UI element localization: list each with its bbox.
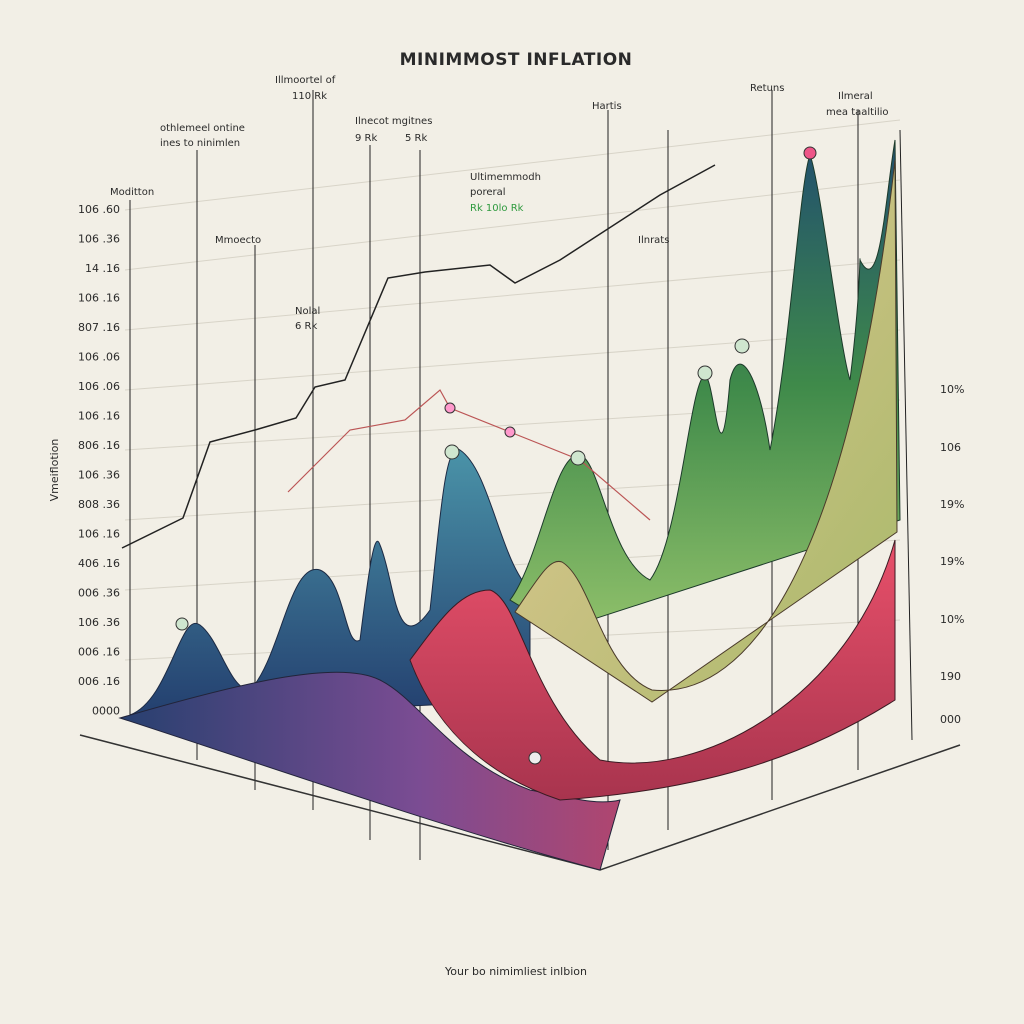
left-axis: 106 .60 106 .36 14 .16 106 .16 807 .16 106 .0… (78, 203, 120, 718)
left-axis-label: 806 .16 (78, 439, 120, 452)
ridge-tan (514, 159, 898, 703)
right-axis-label: 10% (940, 613, 964, 626)
annotation: ines to ninimlen (160, 138, 240, 149)
annotation: 6 Rk (295, 321, 317, 332)
annotation: Moditton (110, 187, 154, 198)
left-axis-label: 006 .16 (78, 675, 120, 688)
annotation: Rk 10lo Rk (470, 203, 524, 214)
ridge-purple (118, 671, 621, 871)
annotation: Ilnrats (638, 235, 669, 246)
markers (175, 146, 817, 765)
left-axis-label: 106 .16 (78, 528, 120, 541)
right-axis-label: 19% (940, 555, 964, 568)
left-axis-label: 808 .36 (78, 498, 120, 511)
left-axis-label: 006 .36 (78, 587, 120, 600)
right-axis-label: 106 (940, 441, 961, 454)
annotation: Illmoortel of (275, 75, 336, 86)
annotation: Ilmeral (838, 91, 873, 102)
left-axis-label: 106 .60 (78, 203, 120, 216)
annotation: poreral (470, 187, 506, 198)
ridge-red (409, 539, 896, 801)
annotation: 5 Rk (405, 133, 427, 144)
annotation: othlemeel ontine (160, 123, 245, 134)
annotation: 9 Rk (355, 133, 377, 144)
caption: Your bo nimimliest inlbion (444, 965, 587, 978)
annotation: Retuns (750, 83, 784, 94)
left-axis-label: 807 .16 (78, 321, 120, 334)
right-axis-label: 19% (940, 498, 964, 511)
annotations: Moditton othlemeel ontine ines to ninimlen… (110, 75, 889, 332)
grid (124, 119, 901, 661)
left-axis-label: 106 .36 (78, 469, 120, 482)
left-axis-label: 106 .16 (78, 292, 120, 305)
left-axis-label: 14 .16 (85, 262, 120, 275)
left-axis-label: 106 .06 (78, 380, 120, 393)
axis-title: Vmeiflotion (48, 439, 61, 502)
left-axis-label: 106 .06 (78, 351, 120, 364)
left-axis-label: 106 .36 (78, 616, 120, 629)
right-axis-label: 10% (940, 383, 964, 396)
left-axis-label: 106 .36 (78, 233, 120, 246)
right-axis-label: 000 (940, 713, 961, 726)
annotation: Ilnecot mgitnes (355, 116, 432, 127)
right-axis: 10% 106 19% 19% 10% 190 000 (940, 383, 964, 726)
left-axis-label: 406 .16 (78, 557, 120, 570)
annotation: Ultimemmodh (470, 172, 541, 183)
annotation: Mmoecto (215, 235, 261, 246)
left-axis-label: 106 .16 (78, 410, 120, 423)
ridge-green (509, 139, 901, 631)
trend-line (121, 164, 716, 549)
trend-line-2 (287, 389, 651, 521)
left-axis-label: 0000 (92, 705, 120, 718)
annotation: mea taaltilio (826, 107, 889, 118)
annotation: 110 Rk (292, 91, 327, 102)
left-axis-label: 006 .16 (78, 646, 120, 659)
annotation: Hartis (592, 101, 622, 112)
title: MINIMMOST INFLATION (400, 50, 633, 70)
right-axis-label: 190 (940, 670, 961, 683)
annotation: Nolal (295, 306, 320, 317)
